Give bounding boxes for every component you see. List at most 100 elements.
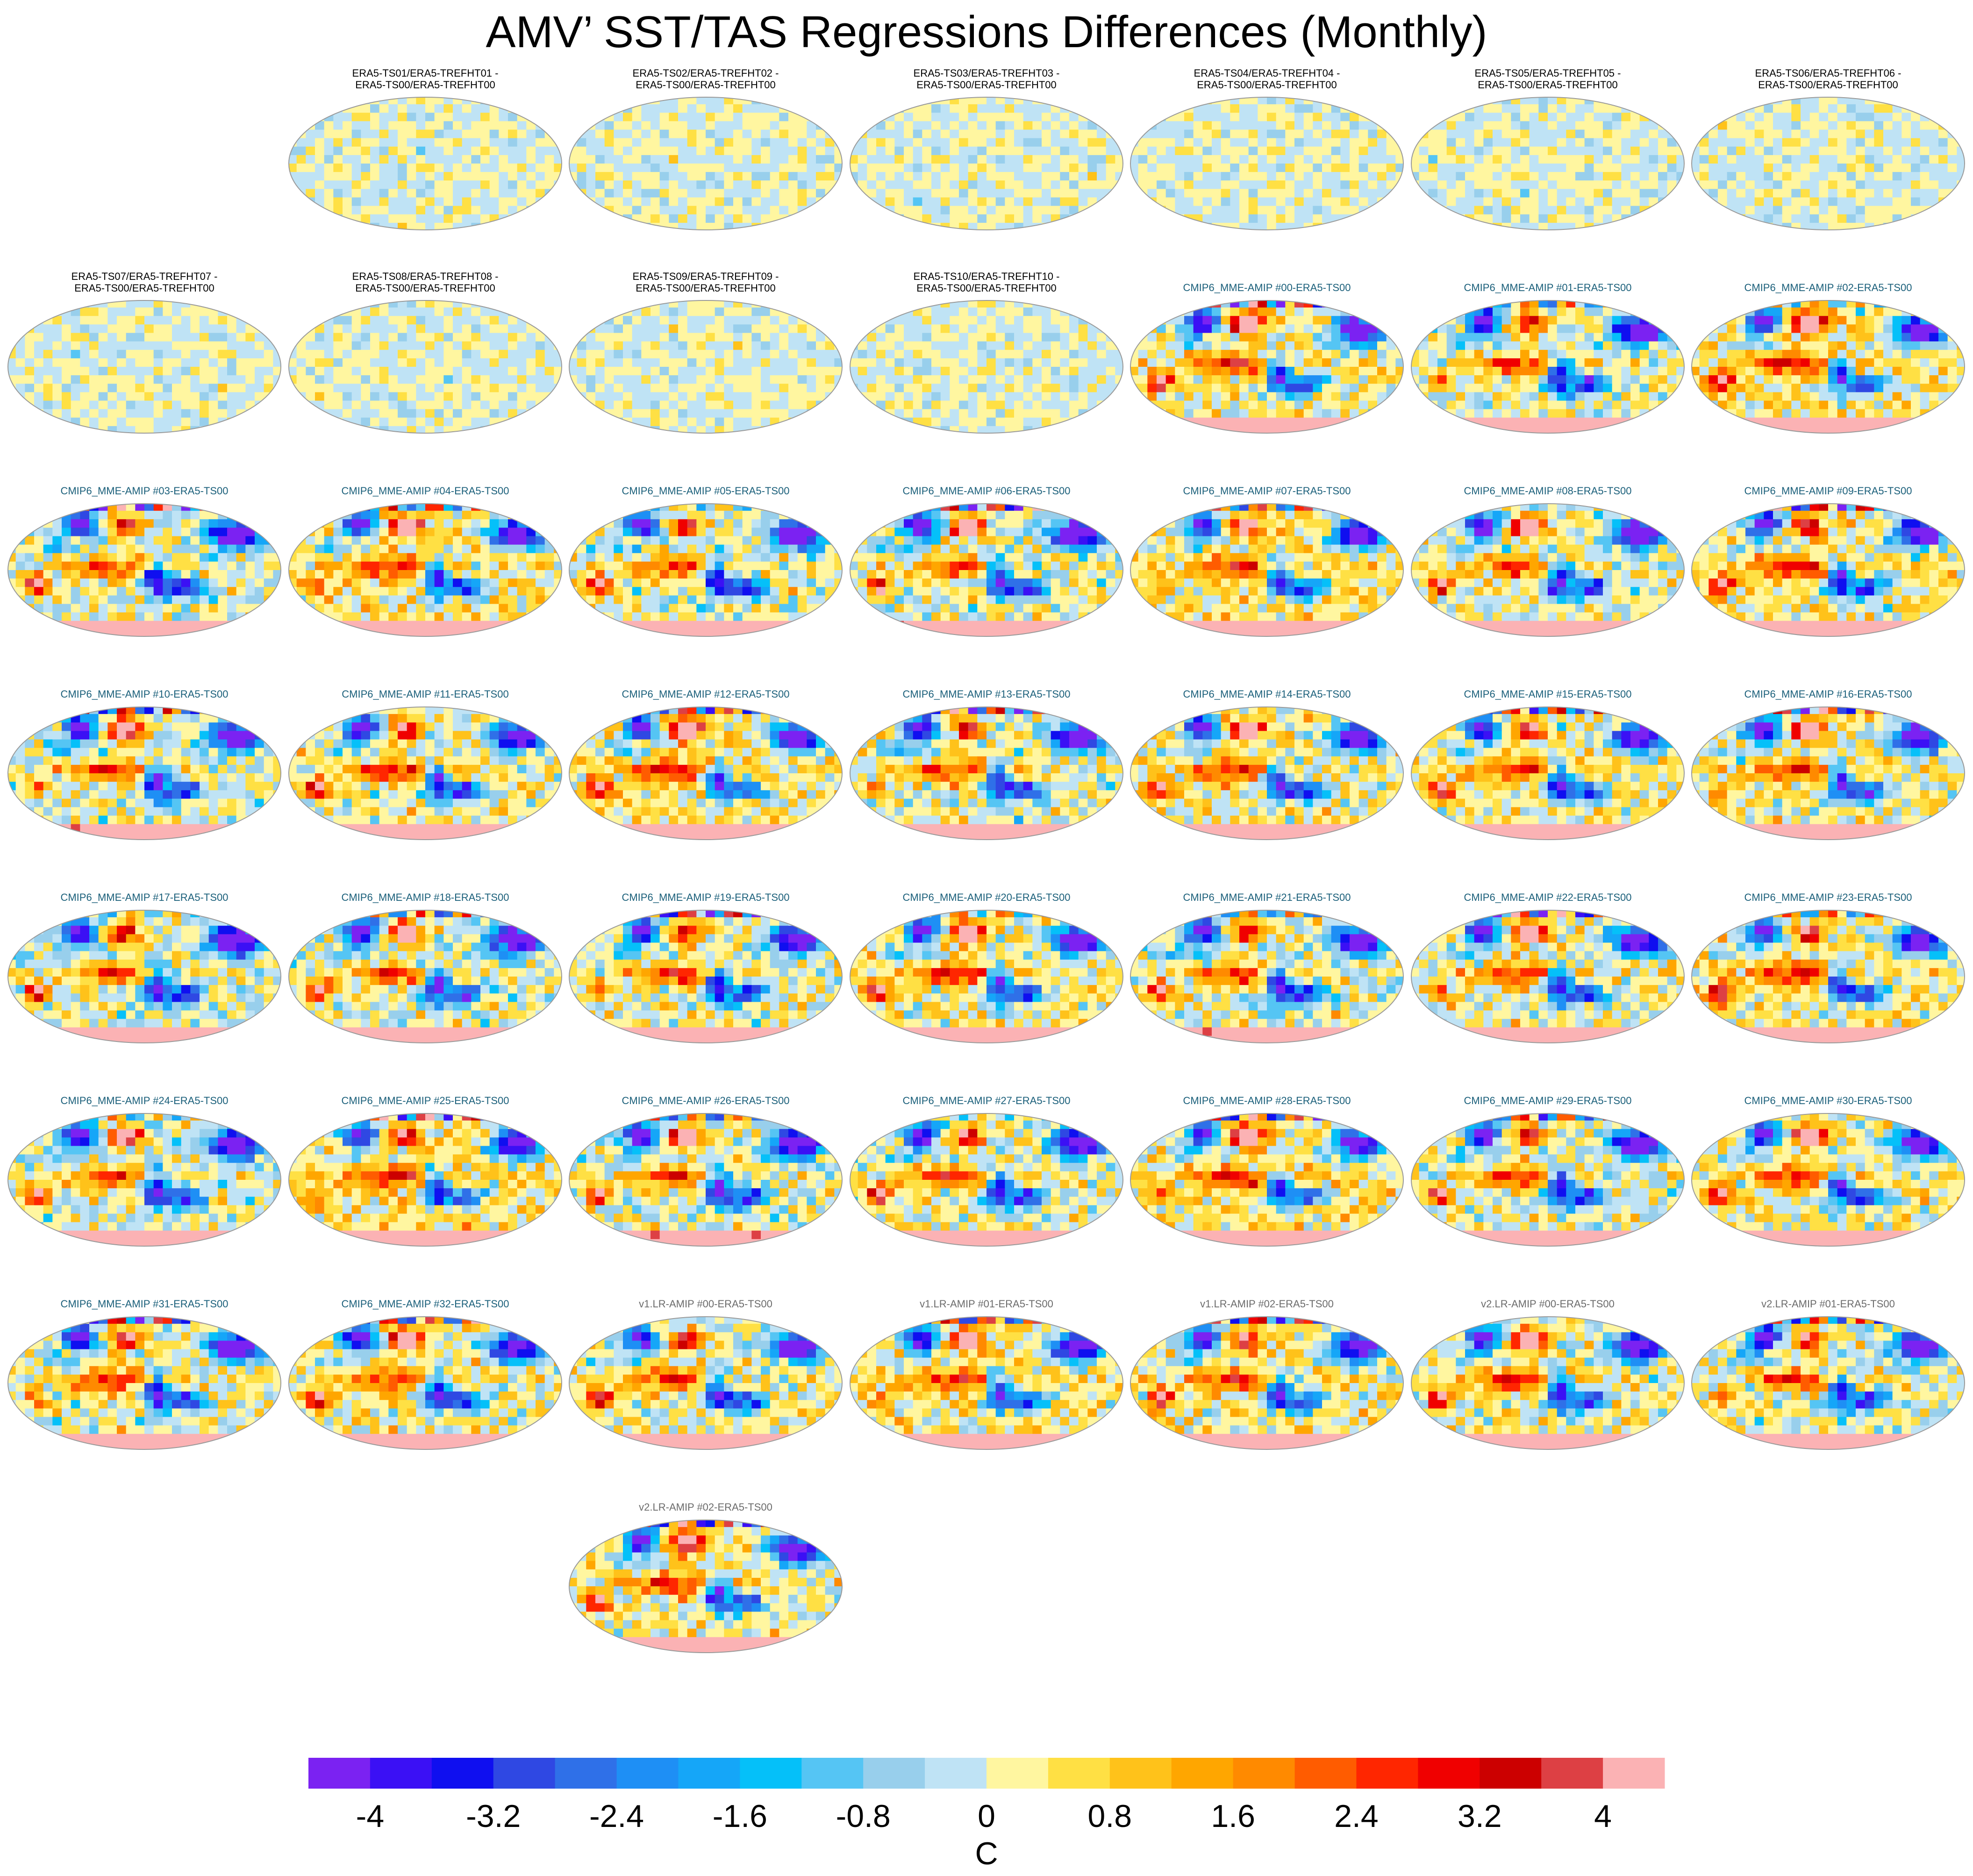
- colorbar-swatch: [431, 1758, 494, 1789]
- colorbar-swatch: [986, 1758, 1049, 1789]
- map-panel: CMIP6_MME-AMIP #19-ERA5-TS00: [568, 878, 844, 1044]
- map-field: [1691, 300, 1965, 434]
- map-panel: ERA5-TS04/ERA5-TREFHT04 - ERA5-TS00/ERA5…: [1129, 65, 1405, 231]
- panel-title: ERA5-TS05/ERA5-TREFHT05 - ERA5-TS00/ERA5…: [1410, 67, 1686, 91]
- colorbar-tick-label: -1.6: [713, 1798, 767, 1834]
- panel-title: CMIP6_MME-AMIP #18-ERA5-TS00: [287, 892, 563, 903]
- map-panel: CMIP6_MME-AMIP #09-ERA5-TS00: [1690, 472, 1966, 638]
- map-field: [288, 1316, 562, 1450]
- map-field: [850, 97, 1123, 230]
- map-field: [7, 910, 281, 1043]
- colorbar-tick-label: 0: [978, 1798, 995, 1834]
- map-panel: v1.LR-AMIP #02-ERA5-TS00: [1129, 1285, 1405, 1451]
- map-panel: CMIP6_MME-AMIP #15-ERA5-TS00: [1410, 675, 1686, 841]
- colorbar-swatch: [801, 1758, 864, 1789]
- colorbar-swatch: [925, 1758, 987, 1789]
- colorbar-swatch: [1048, 1758, 1110, 1789]
- map-panel: ERA5-TS03/ERA5-TREFHT03 - ERA5-TS00/ERA5…: [849, 65, 1124, 231]
- panel-title: CMIP6_MME-AMIP #13-ERA5-TS00: [849, 688, 1124, 700]
- map-field: [1411, 1113, 1685, 1247]
- panel-title: CMIP6_MME-AMIP #09-ERA5-TS00: [1690, 485, 1966, 497]
- map-panel: CMIP6_MME-AMIP #25-ERA5-TS00: [287, 1082, 563, 1248]
- panel-title: CMIP6_MME-AMIP #15-ERA5-TS00: [1410, 688, 1686, 700]
- map-panel: CMIP6_MME-AMIP #16-ERA5-TS00: [1690, 675, 1966, 841]
- panel-title: CMIP6_MME-AMIP #17-ERA5-TS00: [7, 892, 282, 903]
- colorbar-tick-label: 0.8: [1088, 1798, 1132, 1834]
- map-panel: CMIP6_MME-AMIP #32-ERA5-TS00: [287, 1285, 563, 1451]
- panel-title: ERA5-TS07/ERA5-TREFHT07 - ERA5-TS00/ERA5…: [7, 271, 282, 294]
- map-field: [1691, 1316, 1965, 1450]
- colorbar-swatch: [1171, 1758, 1234, 1789]
- map-panel: CMIP6_MME-AMIP #04-ERA5-TS00: [287, 472, 563, 638]
- colorbar-swatch: [1109, 1758, 1172, 1789]
- map-panel: v2.LR-AMIP #01-ERA5-TS00: [1690, 1285, 1966, 1451]
- map-field: [288, 300, 562, 434]
- panel-title: CMIP6_MME-AMIP #02-ERA5-TS00: [1690, 282, 1966, 293]
- map-panel: CMIP6_MME-AMIP #29-ERA5-TS00: [1410, 1082, 1686, 1248]
- colorbar-tick-label: -0.8: [836, 1798, 891, 1834]
- panel-title: CMIP6_MME-AMIP #31-ERA5-TS00: [7, 1298, 282, 1310]
- map-field: [1130, 910, 1404, 1043]
- panel-title: CMIP6_MME-AMIP #00-ERA5-TS00: [1129, 282, 1405, 293]
- panel-title: CMIP6_MME-AMIP #04-ERA5-TS00: [287, 485, 563, 497]
- map-field: [1411, 300, 1685, 434]
- colorbar-tick-label: 3.2: [1458, 1798, 1502, 1834]
- panel-title: CMIP6_MME-AMIP #16-ERA5-TS00: [1690, 688, 1966, 700]
- colorbar-swatch: [1480, 1758, 1542, 1789]
- map-field: [569, 706, 843, 840]
- map-panel: ERA5-TS07/ERA5-TREFHT07 - ERA5-TS00/ERA5…: [7, 269, 282, 435]
- map-panel: v2.LR-AMIP #02-ERA5-TS00: [568, 1488, 844, 1654]
- map-panel: CMIP6_MME-AMIP #05-ERA5-TS00: [568, 472, 844, 638]
- panel-title: CMIP6_MME-AMIP #14-ERA5-TS00: [1129, 688, 1405, 700]
- panel-title: CMIP6_MME-AMIP #08-ERA5-TS00: [1410, 485, 1686, 497]
- map-panel: CMIP6_MME-AMIP #12-ERA5-TS00: [568, 675, 844, 841]
- map-field: [569, 1316, 843, 1450]
- map-field: [1130, 1113, 1404, 1247]
- map-panel: CMIP6_MME-AMIP #24-ERA5-TS00: [7, 1082, 282, 1248]
- map-field: [7, 1113, 281, 1247]
- panel-title: CMIP6_MME-AMIP #28-ERA5-TS00: [1129, 1095, 1405, 1106]
- panel-title: CMIP6_MME-AMIP #32-ERA5-TS00: [287, 1298, 563, 1310]
- panel-title: ERA5-TS10/ERA5-TREFHT10 - ERA5-TS00/ERA5…: [849, 271, 1124, 294]
- colorbar-swatch: [1233, 1758, 1295, 1789]
- map-panel: v2.LR-AMIP #00-ERA5-TS00: [1410, 1285, 1686, 1451]
- map-field: [850, 706, 1123, 840]
- map-panel: CMIP6_MME-AMIP #10-ERA5-TS00: [7, 675, 282, 841]
- map-panel: ERA5-TS05/ERA5-TREFHT05 - ERA5-TS00/ERA5…: [1410, 65, 1686, 231]
- map-panel: CMIP6_MME-AMIP #06-ERA5-TS00: [849, 472, 1124, 638]
- panel-title: ERA5-TS06/ERA5-TREFHT06 - ERA5-TS00/ERA5…: [1690, 67, 1966, 91]
- colorbar-swatch: [740, 1758, 802, 1789]
- panel-title: CMIP6_MME-AMIP #21-ERA5-TS00: [1129, 892, 1405, 903]
- map-field: [850, 1316, 1123, 1450]
- panel-title: CMIP6_MME-AMIP #22-ERA5-TS00: [1410, 892, 1686, 903]
- map-panel: CMIP6_MME-AMIP #11-ERA5-TS00: [287, 675, 563, 841]
- map-panel: ERA5-TS01/ERA5-TREFHT01 - ERA5-TS00/ERA5…: [287, 65, 563, 231]
- colorbar-swatch: [678, 1758, 740, 1789]
- colorbar-tick-label: 2.4: [1334, 1798, 1379, 1834]
- map-field: [288, 706, 562, 840]
- panel-title: CMIP6_MME-AMIP #25-ERA5-TS00: [287, 1095, 563, 1106]
- map-field: [7, 1316, 281, 1450]
- panel-title: CMIP6_MME-AMIP #07-ERA5-TS00: [1129, 485, 1405, 497]
- map-panel: CMIP6_MME-AMIP #18-ERA5-TS00: [287, 878, 563, 1044]
- panel-title: ERA5-TS02/ERA5-TREFHT02 - ERA5-TS00/ERA5…: [568, 67, 844, 91]
- panel-title: ERA5-TS09/ERA5-TREFHT09 - ERA5-TS00/ERA5…: [568, 271, 844, 294]
- map-panel: CMIP6_MME-AMIP #14-ERA5-TS00: [1129, 675, 1405, 841]
- colorbar-tick-label: 4: [1594, 1798, 1612, 1834]
- panel-title: CMIP6_MME-AMIP #11-ERA5-TS00: [287, 688, 563, 700]
- map-panel: CMIP6_MME-AMIP #02-ERA5-TS00: [1690, 269, 1966, 435]
- map-field: [1411, 97, 1685, 230]
- colorbar-swatch: [493, 1758, 556, 1789]
- panel-title: ERA5-TS04/ERA5-TREFHT04 - ERA5-TS00/ERA5…: [1129, 67, 1405, 91]
- colorbar-swatch: [555, 1758, 617, 1789]
- map-panel: CMIP6_MME-AMIP #17-ERA5-TS00: [7, 878, 282, 1044]
- map-field: [7, 706, 281, 840]
- panel-title: v1.LR-AMIP #01-ERA5-TS00: [849, 1298, 1124, 1310]
- map-field: [569, 1113, 843, 1247]
- map-field: [569, 97, 843, 230]
- map-field: [288, 97, 562, 230]
- map-field: [1691, 706, 1965, 840]
- map-field: [7, 300, 281, 434]
- colorbar-swatch: [370, 1758, 432, 1789]
- map-field: [1691, 1113, 1965, 1247]
